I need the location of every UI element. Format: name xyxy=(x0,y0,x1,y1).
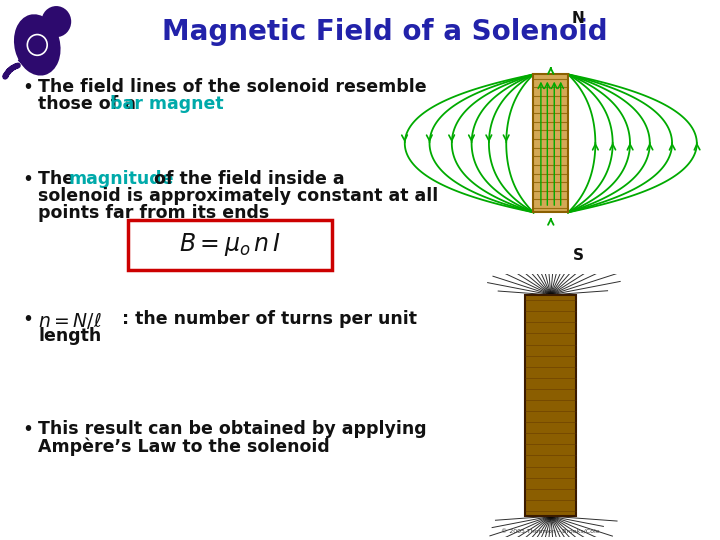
Text: •: • xyxy=(22,310,33,329)
Text: those of a: those of a xyxy=(38,95,142,113)
Circle shape xyxy=(42,6,71,37)
Text: $n = N/\ell$: $n = N/\ell$ xyxy=(38,310,102,331)
Text: The: The xyxy=(38,170,80,188)
Text: bar magnet: bar magnet xyxy=(110,95,224,113)
Ellipse shape xyxy=(14,14,60,76)
Text: of the field inside a: of the field inside a xyxy=(148,170,345,188)
Text: S: S xyxy=(572,248,583,263)
Text: length: length xyxy=(38,327,102,345)
Text: Magnetic Field of a Solenoid: Magnetic Field of a Solenoid xyxy=(162,18,608,46)
Text: The field lines of the solenoid resemble: The field lines of the solenoid resemble xyxy=(38,78,427,96)
Text: N: N xyxy=(572,11,585,26)
FancyArrowPatch shape xyxy=(5,65,18,77)
Text: •: • xyxy=(22,420,33,439)
FancyBboxPatch shape xyxy=(534,75,568,212)
Text: •: • xyxy=(22,170,33,189)
Text: magnitude: magnitude xyxy=(68,170,174,188)
Text: Ampère’s Law to the solenoid: Ampère’s Law to the solenoid xyxy=(38,437,330,456)
Text: •: • xyxy=(22,78,33,97)
Text: points far from its ends: points far from its ends xyxy=(38,204,269,222)
FancyBboxPatch shape xyxy=(128,220,332,270)
Text: solenoid is approximately constant at all: solenoid is approximately constant at al… xyxy=(38,187,438,205)
Bar xyxy=(526,295,576,516)
Text: © 2005 Thomson - Brooks/Cole: © 2005 Thomson - Brooks/Cole xyxy=(502,530,600,535)
Text: : the number of turns per unit: : the number of turns per unit xyxy=(116,310,417,328)
Text: This result can be obtained by applying: This result can be obtained by applying xyxy=(38,420,427,438)
Text: $B = \mu_o\,n\,I$: $B = \mu_o\,n\,I$ xyxy=(179,232,281,259)
